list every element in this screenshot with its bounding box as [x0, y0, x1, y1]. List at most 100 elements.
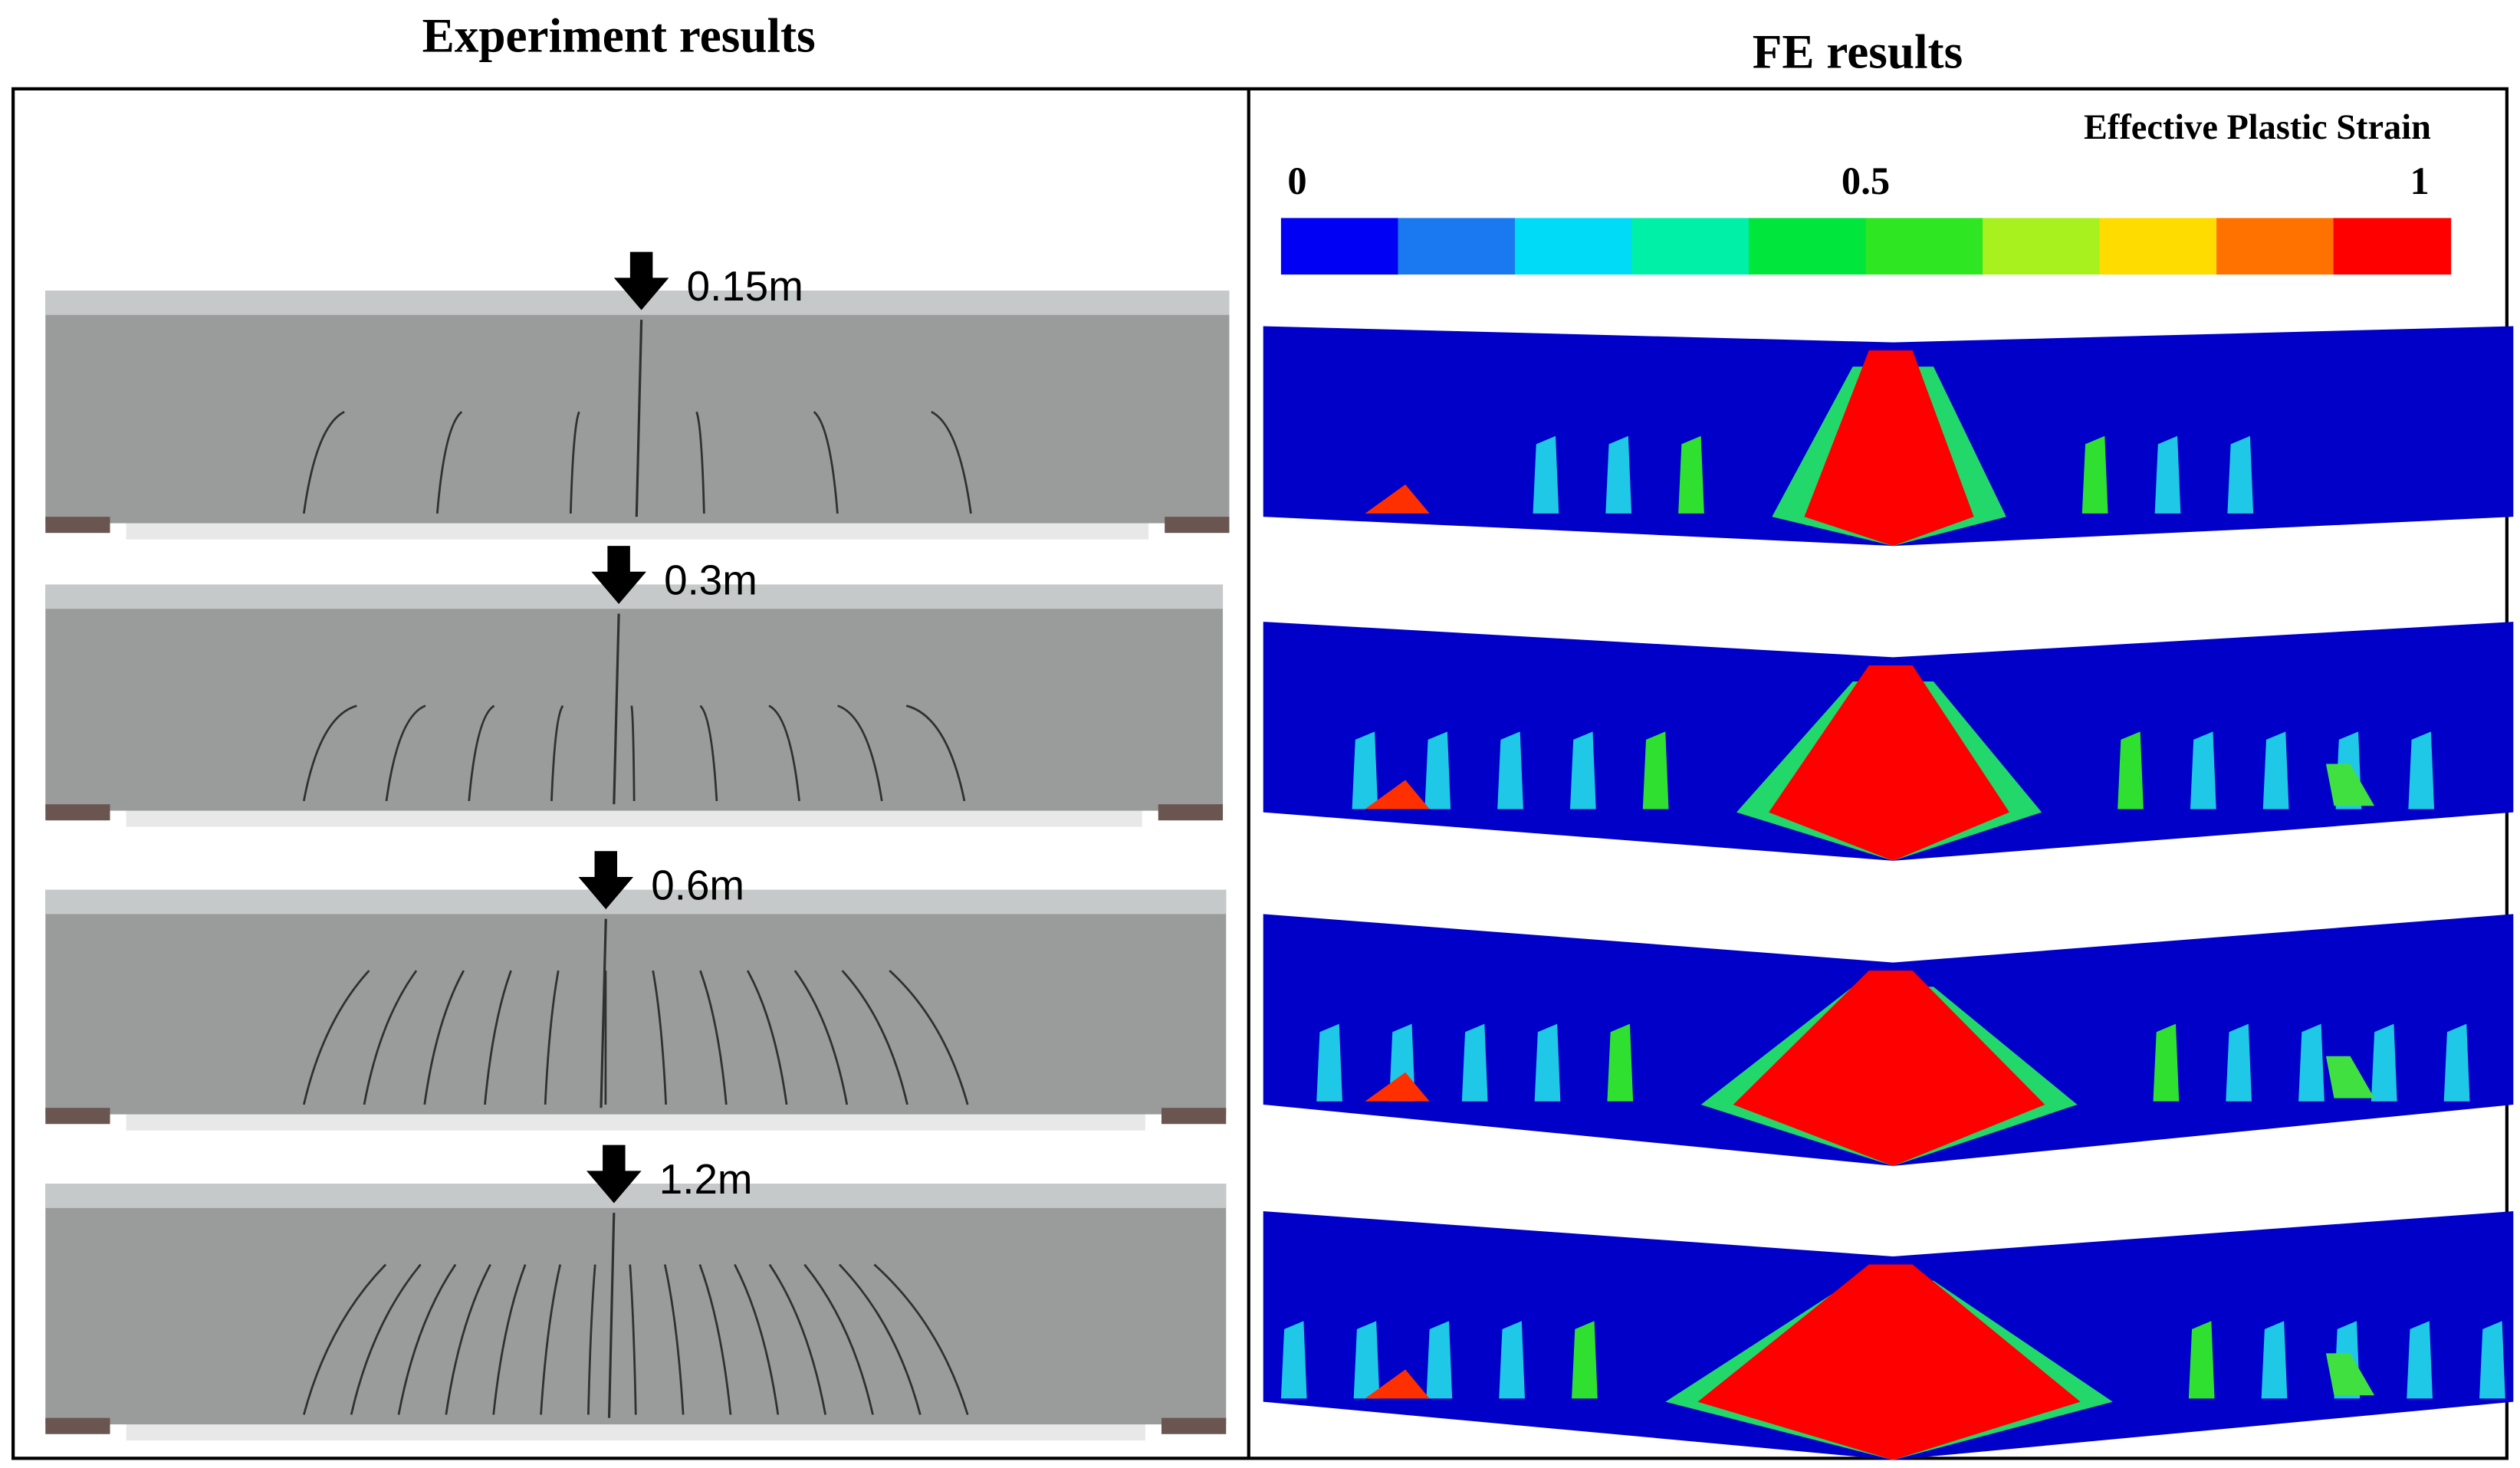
load-arrow — [591, 546, 646, 604]
strain-band — [1353, 1321, 1380, 1399]
fe-title: FE results — [1753, 25, 1963, 78]
crack — [484, 970, 512, 1105]
colorbar-segment — [1631, 218, 1750, 275]
crack — [698, 1264, 732, 1415]
crack — [550, 704, 564, 801]
strain-band — [2261, 1321, 2288, 1399]
load-arrow — [586, 1145, 642, 1204]
fe-beam — [1263, 622, 2514, 861]
crack — [803, 1263, 874, 1415]
strain-core — [1769, 665, 2010, 861]
beam-top — [45, 1184, 1227, 1208]
crack — [838, 1263, 922, 1415]
crack — [587, 1264, 596, 1415]
load-label: 0.15m — [687, 262, 803, 310]
strain-band — [2190, 731, 2216, 810]
crack — [837, 704, 883, 802]
load-arrow — [578, 851, 634, 910]
beam-top — [45, 584, 1224, 609]
crack — [793, 970, 849, 1105]
fe-beam — [1263, 326, 2514, 547]
crack — [302, 704, 357, 802]
crack — [492, 1264, 527, 1415]
crack — [468, 704, 495, 802]
strain-band — [1424, 731, 1451, 810]
crack — [540, 1264, 562, 1415]
crack — [635, 320, 643, 517]
load-label: 0.6m — [651, 861, 744, 908]
crack — [302, 970, 370, 1105]
strain-band — [1426, 1321, 1453, 1399]
colorbar-segment — [1280, 218, 1399, 275]
strain-band — [2081, 435, 2108, 514]
strain-band — [1605, 435, 1632, 514]
colorbar-segment — [1398, 218, 1516, 275]
support — [126, 523, 1149, 540]
crack — [699, 970, 728, 1105]
crack — [607, 1213, 616, 1418]
beam-photo: 0.15m — [45, 251, 1230, 540]
crack — [303, 1263, 387, 1415]
beam-photo: 0.6m — [45, 851, 1227, 1131]
colorbar-segment — [1983, 218, 2101, 275]
bearing — [1161, 1417, 1227, 1434]
support — [126, 810, 1142, 827]
fe-beam — [1263, 1211, 2514, 1460]
strain-band — [2371, 1023, 2397, 1102]
crack — [746, 970, 788, 1105]
strain-band — [2118, 731, 2144, 810]
strain-band — [2188, 1321, 2215, 1399]
crack — [569, 411, 580, 514]
crack — [302, 410, 345, 514]
strain-band — [1569, 731, 1596, 810]
crack — [768, 1263, 826, 1415]
legend-title: Effective Plastic Strain — [2084, 108, 2431, 147]
crack — [734, 1263, 780, 1415]
crack — [445, 1263, 491, 1415]
crack — [385, 704, 426, 802]
experiment-title: Experiment results — [422, 8, 816, 62]
support-strain — [1365, 1369, 1430, 1399]
strain-band — [2154, 435, 2181, 514]
crack — [905, 704, 966, 802]
fe-panel — [1263, 326, 2514, 1460]
crack — [629, 1264, 637, 1415]
crack — [397, 1263, 457, 1415]
strain-band — [2479, 1321, 2505, 1399]
strain-band — [1461, 1023, 1488, 1102]
strain-band — [1642, 731, 1669, 810]
crack — [600, 918, 607, 1108]
bearing — [45, 1108, 110, 1125]
beam — [45, 889, 1227, 1115]
crack — [663, 1264, 685, 1415]
strain-band — [2443, 1023, 2470, 1102]
crack — [889, 970, 969, 1105]
strain-band — [2407, 1321, 2433, 1399]
crack — [873, 1263, 969, 1415]
crack — [350, 1263, 422, 1415]
crack — [695, 411, 705, 514]
strain-core — [1804, 350, 1974, 547]
colorbar-segment — [1748, 218, 1867, 275]
colorbar-segment — [1514, 218, 1633, 275]
bearing — [1158, 804, 1224, 821]
crack — [813, 411, 839, 514]
crack — [652, 970, 667, 1105]
load-label: 0.3m — [664, 556, 757, 603]
crack — [768, 704, 800, 802]
fe-beam — [1263, 914, 2514, 1167]
crack — [544, 970, 560, 1105]
strain-band — [1534, 1023, 1561, 1102]
support-strain — [2325, 1056, 2375, 1099]
bearing — [1165, 517, 1230, 534]
crack — [435, 411, 463, 514]
strain-band — [2408, 731, 2435, 810]
strain-band — [1607, 1023, 1634, 1102]
legend-tick: 0 — [1287, 159, 1306, 202]
bearing — [45, 804, 110, 821]
support-strain — [2325, 1353, 2375, 1396]
colorbar-segment — [2099, 218, 2218, 275]
bearing — [45, 1417, 110, 1434]
